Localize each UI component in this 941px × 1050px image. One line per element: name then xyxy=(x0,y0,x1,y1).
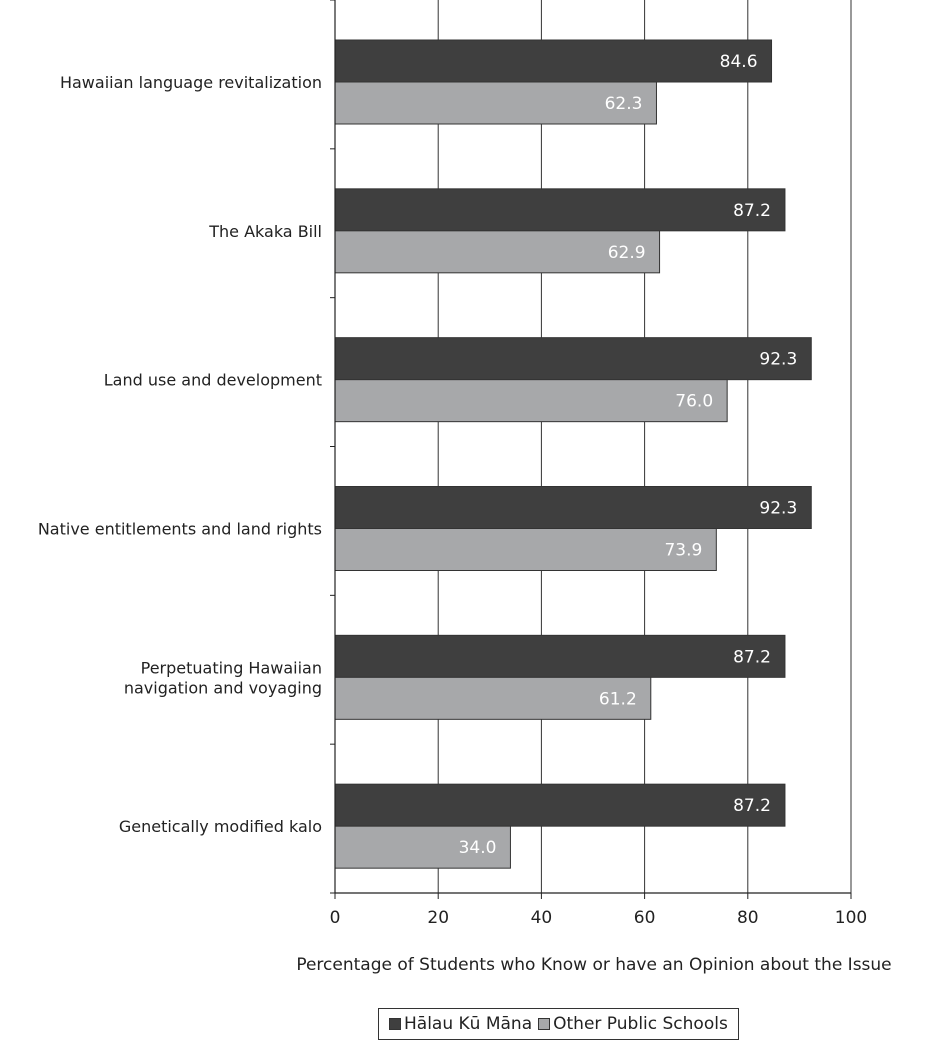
bar-halau-2 xyxy=(334,337,812,381)
bar-other-2 xyxy=(334,379,728,423)
category-label-3: Native entitlements and land rights xyxy=(38,520,322,539)
value-label-halau-1: 87.2 xyxy=(733,201,771,221)
legend-item-halau: Hālau Kū Māna xyxy=(389,1014,532,1034)
x-tick-label-0: 0 xyxy=(330,908,341,928)
value-label-other-2: 76.0 xyxy=(675,392,713,412)
legend-label-halau: Hālau Kū Māna xyxy=(404,1014,533,1034)
bars: 84.6 62.3 87.2 62.9 92.3 76.0 92.3 73.9 87.2 61.2… xyxy=(334,39,812,869)
value-label-halau-5: 87.2 xyxy=(733,796,771,816)
value-label-halau-0: 84.6 xyxy=(720,52,758,72)
gridlines xyxy=(437,0,852,893)
value-label-other-4: 61.2 xyxy=(599,689,637,709)
bar-other-0 xyxy=(334,81,657,125)
bar-other-3 xyxy=(334,528,717,571)
x-tick-label-40: 40 xyxy=(531,908,553,928)
value-label-other-0: 62.3 xyxy=(605,94,643,114)
legend: Hālau Kū Māna Other Public Schools xyxy=(378,1008,739,1040)
bar-halau-5 xyxy=(334,783,786,827)
bar-other-4 xyxy=(334,676,652,720)
value-label-other-5: 34.0 xyxy=(459,838,497,858)
value-label-halau-3: 92.3 xyxy=(759,499,797,519)
value-label-other-1: 62.9 xyxy=(608,243,646,263)
legend-swatch-light-icon xyxy=(538,1018,551,1030)
value-label-halau-2: 92.3 xyxy=(759,350,797,370)
x-tick-label-20: 20 xyxy=(427,908,449,928)
category-label-0: Hawaiian language revitalization xyxy=(60,73,322,92)
category-label-1: The Akaka Bill xyxy=(208,222,322,241)
bar-halau-0 xyxy=(334,39,773,83)
category-label-4: Perpetuating Hawaiian navigation and voya… xyxy=(124,658,322,697)
bar-chart: 84.6 62.3 87.2 62.9 92.3 76.0 92.3 73.9 87.2 61.2… xyxy=(38,0,892,975)
legend-label-other-public: Other Public Schools xyxy=(553,1014,728,1034)
x-tick-label-100: 100 xyxy=(835,908,867,928)
legend-item-other-public: Other Public Schools xyxy=(538,1014,728,1034)
x-tick-label-80: 80 xyxy=(737,908,759,928)
category-label-2: Land use and development xyxy=(104,371,322,390)
x-axis-title: Percentage of Students who Know or have … xyxy=(296,955,891,975)
bar-halau-4 xyxy=(334,634,786,678)
category-label-5: Genetically modified kalo xyxy=(119,817,322,836)
value-label-other-3: 73.9 xyxy=(664,541,702,561)
x-tick-label-60: 60 xyxy=(634,908,656,928)
legend-swatch-dark-icon xyxy=(389,1018,401,1030)
bar-other-5 xyxy=(334,825,511,869)
bar-halau-1 xyxy=(334,188,786,232)
axes: Hawaiian language revitalization The Akak… xyxy=(38,0,867,928)
bar-halau-3 xyxy=(334,486,812,529)
value-label-halau-4: 87.2 xyxy=(733,647,771,667)
